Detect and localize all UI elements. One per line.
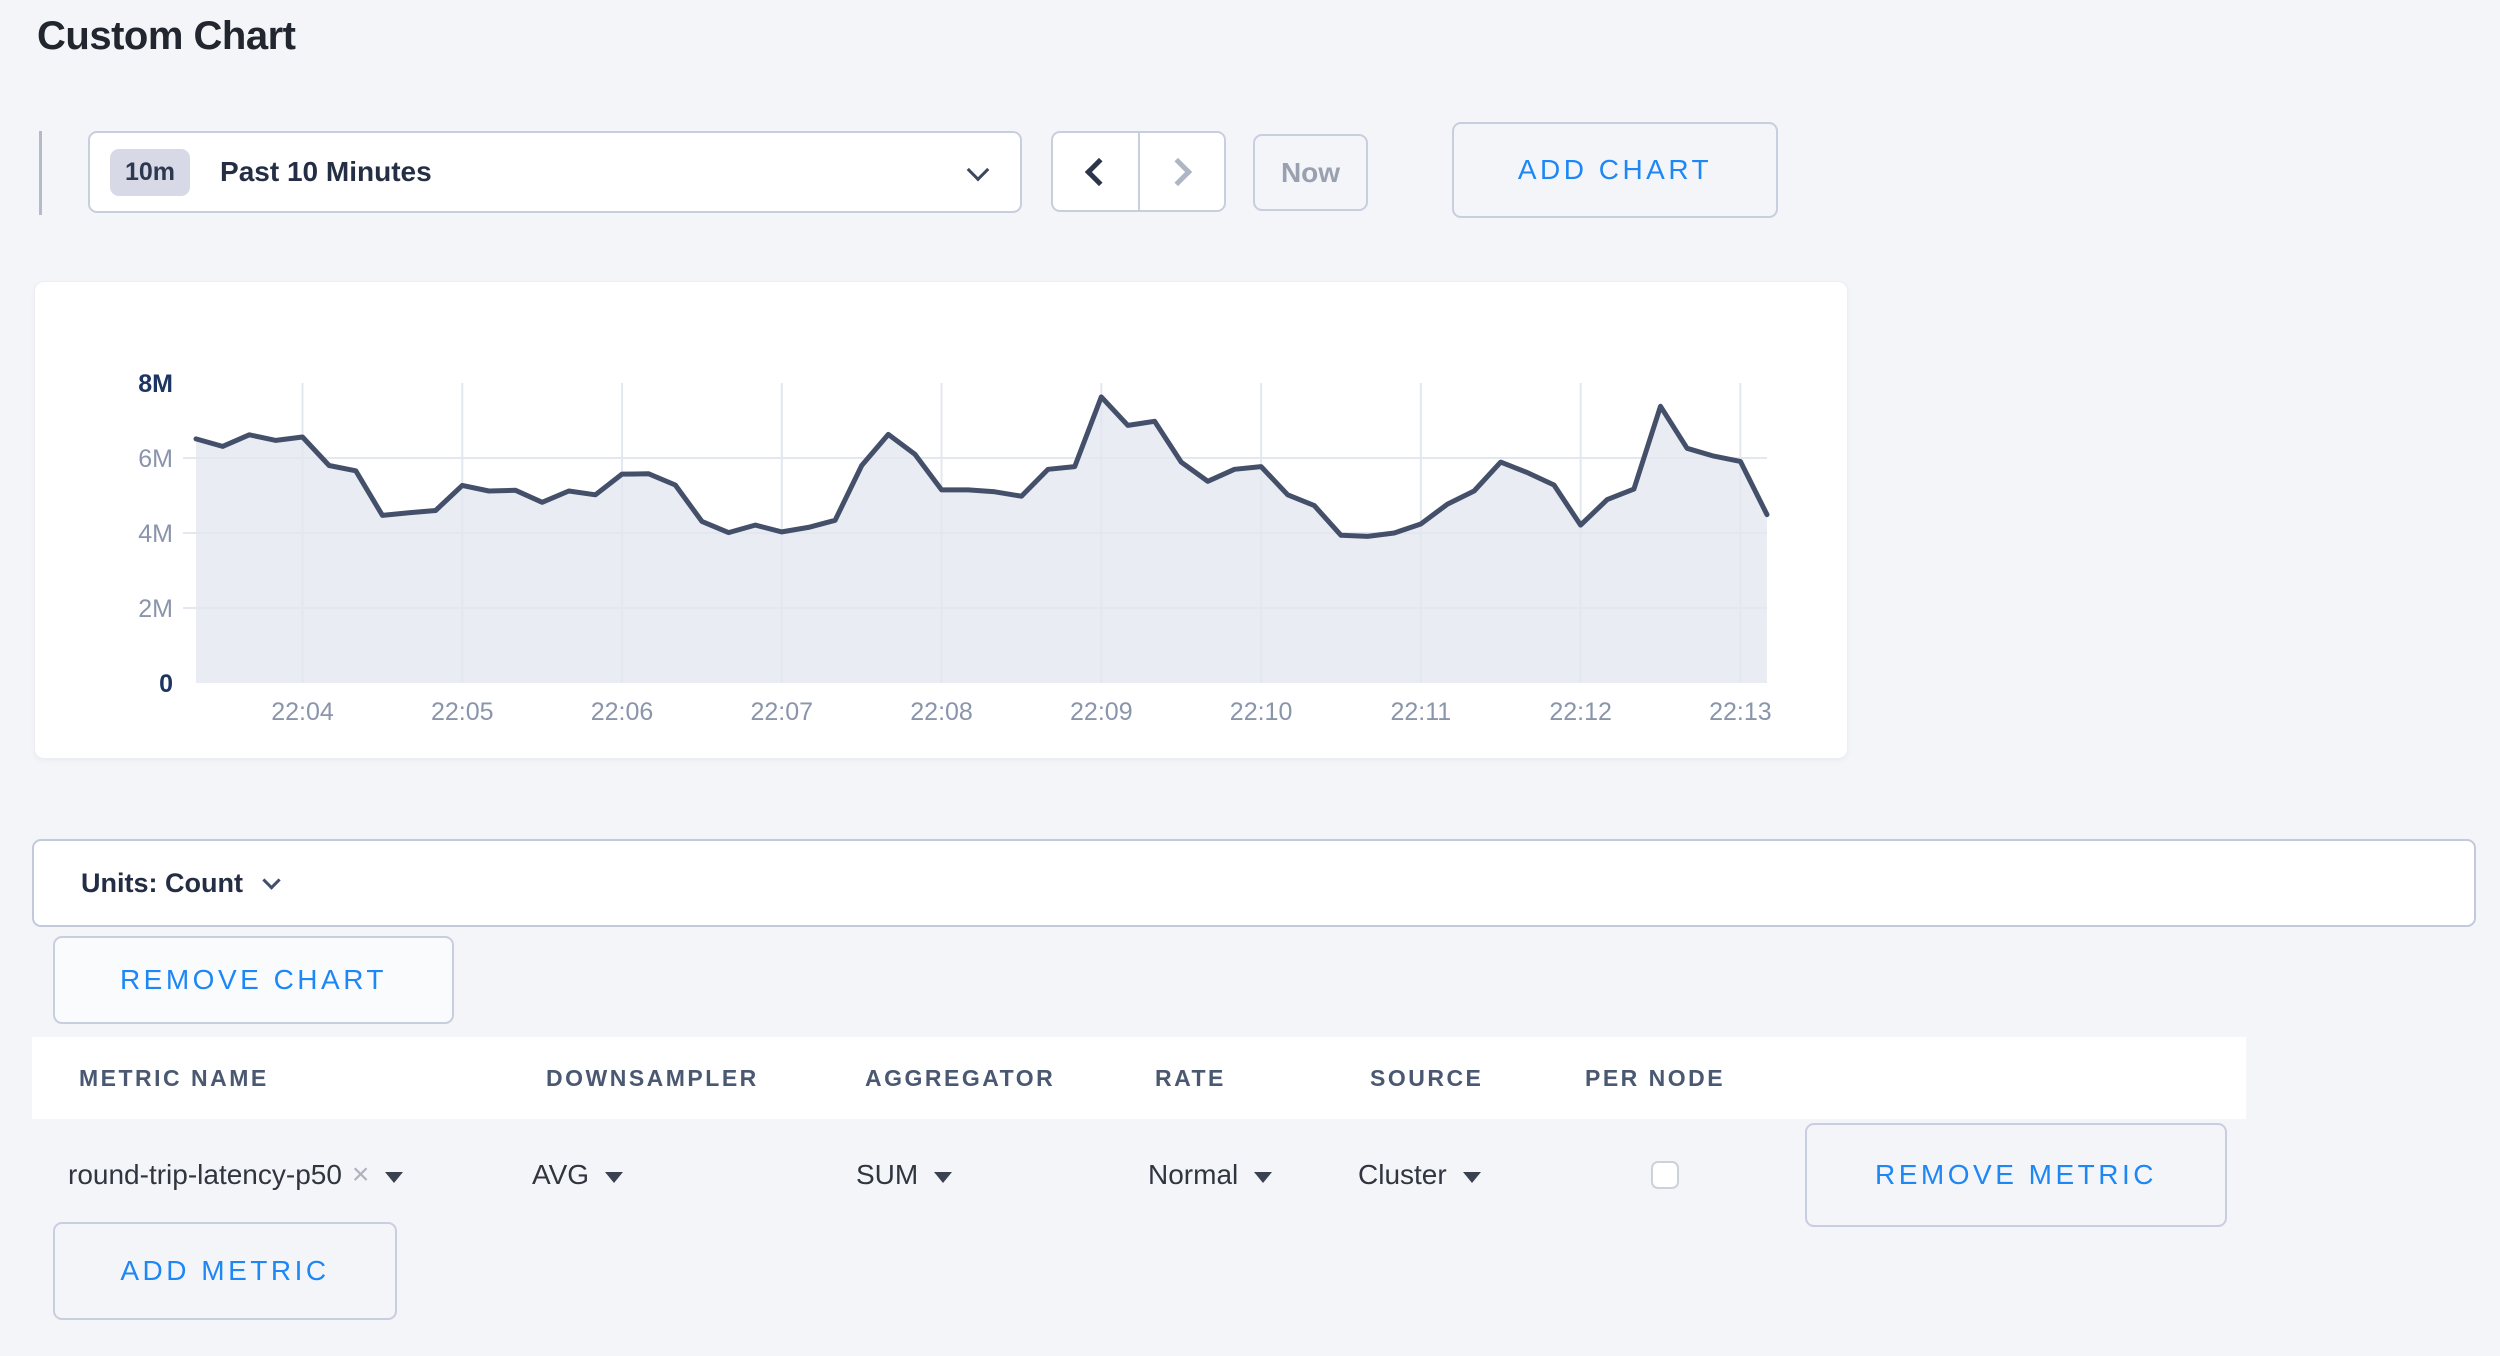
col-header-rate: RATE [1155, 1065, 1226, 1091]
timebar-accent [39, 131, 42, 215]
caret-down-icon [605, 1171, 624, 1183]
chevron-right-icon [1163, 157, 1192, 186]
svg-text:8M: 8M [138, 370, 173, 398]
svg-text:22:11: 22:11 [1390, 698, 1451, 726]
downsampler-dropdown[interactable]: AVG [532, 1155, 624, 1195]
rate-value: Normal [1148, 1159, 1239, 1190]
prev-time-button[interactable] [1053, 133, 1138, 210]
chevron-left-icon [1085, 157, 1114, 186]
aggregator-dropdown[interactable]: SUM [856, 1155, 953, 1195]
metric-name-dropdown[interactable]: round-trip-latency-p50 × [68, 1155, 404, 1195]
custom-chart-svg: 22:04 22:05 22:06 22:07 22:08 22:09 22:10 22:11… [138, 370, 1772, 726]
per-node-checkbox[interactable] [1651, 1161, 1679, 1189]
add-chart-button[interactable]: ADD CHART [1452, 122, 1778, 218]
svg-text:22:05: 22:05 [431, 698, 494, 726]
svg-text:4M: 4M [138, 520, 173, 548]
svg-text:22:10: 22:10 [1230, 698, 1293, 726]
time-range-badge: 10m [110, 148, 191, 196]
caret-down-icon [385, 1171, 404, 1183]
svg-text:2M: 2M [138, 595, 173, 623]
svg-text:22:08: 22:08 [910, 698, 973, 726]
col-header-aggregator: AGGREGATOR [865, 1065, 1056, 1091]
col-header-per-node: PER NODE [1585, 1065, 1726, 1091]
svg-text:22:09: 22:09 [1070, 698, 1133, 726]
col-header-downsampler: DOWNSAMPLER [546, 1065, 759, 1091]
units-dropdown[interactable]: Units: Count [32, 839, 2476, 927]
time-pager [1051, 131, 1226, 212]
svg-text:22:12: 22:12 [1549, 698, 1612, 726]
chevron-down-icon [966, 158, 990, 182]
add-metric-button[interactable]: ADD METRIC [53, 1222, 397, 1320]
caret-down-icon [1462, 1171, 1481, 1183]
svg-text:22:13: 22:13 [1709, 698, 1772, 726]
svg-text:22:06: 22:06 [591, 698, 654, 726]
metric-name-value: round-trip-latency-p50 [68, 1159, 342, 1190]
chart-card: 22:04 22:05 22:06 22:07 22:08 22:09 22:10 22:11… [34, 281, 1848, 759]
chevron-down-icon [262, 870, 281, 890]
next-time-button[interactable] [1137, 133, 1225, 210]
col-header-metric-name: METRIC NAME [79, 1065, 269, 1091]
svg-text:0: 0 [159, 670, 173, 698]
time-range-dropdown[interactable]: 10m Past 10 Minutes [88, 131, 1022, 213]
now-button[interactable]: Now [1253, 134, 1368, 211]
svg-text:6M: 6M [138, 445, 173, 473]
time-range-label: Past 10 Minutes [220, 156, 432, 187]
rate-dropdown[interactable]: Normal [1148, 1155, 1273, 1195]
metrics-table-header: METRIC NAME DOWNSAMPLER AGGREGATOR RATE … [32, 1037, 2246, 1119]
caret-down-icon [1254, 1171, 1273, 1183]
downsampler-value: AVG [532, 1159, 590, 1190]
svg-text:22:07: 22:07 [751, 698, 814, 726]
remove-metric-button[interactable]: REMOVE METRIC [1805, 1123, 2227, 1227]
clear-metric-icon[interactable]: × [351, 1158, 370, 1191]
caret-down-icon [934, 1171, 953, 1183]
source-dropdown[interactable]: Cluster [1358, 1155, 1481, 1195]
aggregator-value: SUM [856, 1159, 919, 1190]
units-label: Units: Count [81, 867, 243, 898]
svg-text:22:04: 22:04 [271, 698, 334, 726]
source-value: Cluster [1358, 1159, 1447, 1190]
page-title: Custom Chart [37, 14, 296, 58]
remove-chart-button[interactable]: REMOVE CHART [53, 936, 454, 1024]
col-header-source: SOURCE [1370, 1065, 1484, 1091]
